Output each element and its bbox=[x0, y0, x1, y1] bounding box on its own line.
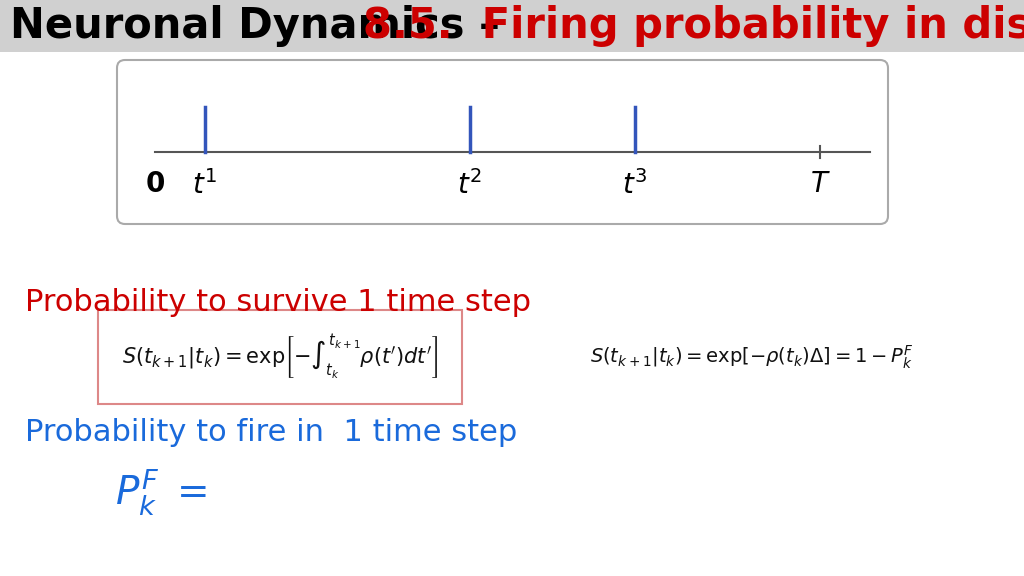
Text: $T$: $T$ bbox=[810, 170, 830, 198]
Text: $t^2$: $t^2$ bbox=[458, 170, 482, 200]
FancyBboxPatch shape bbox=[98, 310, 462, 404]
Text: Probability to fire in  1 time step: Probability to fire in 1 time step bbox=[25, 418, 517, 447]
Text: $\mathbf{0}$: $\mathbf{0}$ bbox=[145, 170, 165, 198]
Text: $S(t_{k+1}|t_k) = \exp\!\left[-\int_{t_k}^{t_{k+1}} \rho(t')dt'\right]$: $S(t_{k+1}|t_k) = \exp\!\left[-\int_{t_k… bbox=[122, 332, 438, 381]
FancyBboxPatch shape bbox=[0, 0, 1024, 52]
Text: $t^3$: $t^3$ bbox=[623, 170, 648, 200]
Text: Probability to survive 1 time step: Probability to survive 1 time step bbox=[25, 288, 531, 317]
Text: $P_k^F\;=$: $P_k^F\;=$ bbox=[115, 468, 207, 518]
Text: $S(t_{k+1}|t_k) = \exp[-\rho(t_k)\Delta] = 1 - P_k^F$: $S(t_{k+1}|t_k) = \exp[-\rho(t_k)\Delta]… bbox=[590, 343, 913, 371]
Text: 8.5.  Firing probability in discrete time: 8.5. Firing probability in discrete time bbox=[362, 5, 1024, 47]
Text: $t^1$: $t^1$ bbox=[193, 170, 218, 200]
FancyBboxPatch shape bbox=[117, 60, 888, 224]
Text: Neuronal Dynamics –: Neuronal Dynamics – bbox=[10, 5, 514, 47]
